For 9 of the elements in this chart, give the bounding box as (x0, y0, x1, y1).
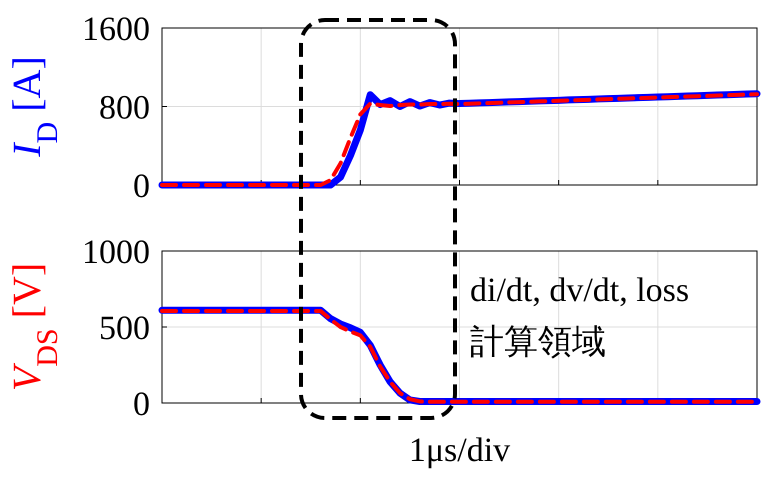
annotation: di/dt, dv/dt, loss (470, 272, 690, 309)
y-tick-label: 0 (133, 168, 150, 205)
x-axis-title: 1μs/div (408, 432, 510, 469)
y-tick-label: 800 (99, 90, 150, 126)
y-tick-label: 500 (99, 310, 150, 347)
y-tick-label: 1600 (82, 11, 150, 48)
y-tick-label: 1000 (82, 234, 150, 271)
y-tick-label: 0 (133, 386, 150, 423)
annotation: 計算領域 (470, 322, 606, 362)
